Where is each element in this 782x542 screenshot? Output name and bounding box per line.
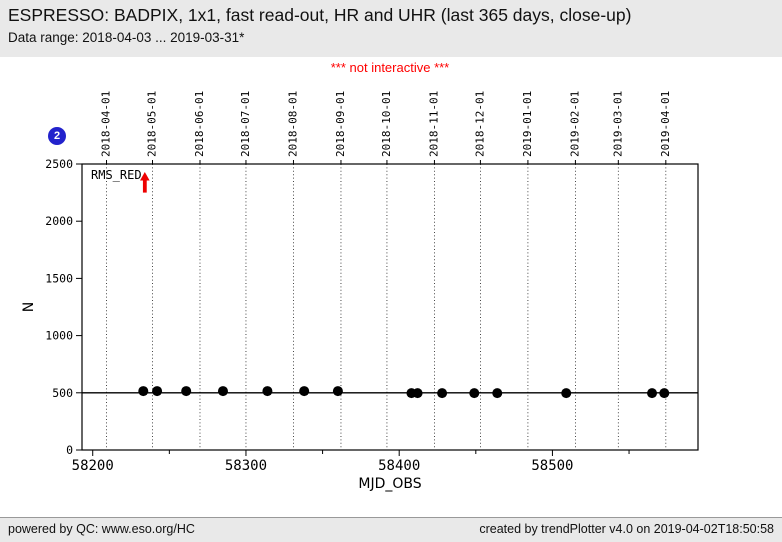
data-point [437, 388, 448, 399]
data-point [152, 386, 163, 397]
not-interactive-banner: *** not interactive *** [330, 60, 450, 75]
data-point [217, 386, 228, 397]
y-axis-title: N [21, 302, 37, 312]
y-tick-label: 1500 [45, 271, 73, 285]
top-axis-date-label: 2018-08-01 [286, 91, 299, 157]
top-axis-date-label: 2018-12-01 [473, 91, 486, 157]
top-axis-date-label: 2018-05-01 [145, 91, 158, 157]
data-point [138, 386, 149, 397]
x-tick-label: 58500 [531, 458, 573, 474]
data-point [181, 386, 192, 397]
top-axis-date-label: 2018-04-01 [100, 91, 113, 157]
y-tick-label: 2500 [45, 157, 73, 171]
top-axis-date-label: 2019-03-01 [611, 91, 624, 157]
x-tick-label: 58300 [225, 458, 267, 474]
top-axis-date-label: 2019-01-01 [521, 91, 534, 157]
data-point [412, 388, 423, 399]
data-point [469, 388, 480, 399]
data-point [332, 386, 343, 397]
trend-chart: 2018-04-01 2018-05-01 2018-06-01 2018-07-01… [21, 91, 699, 492]
page-title: ESPRESSO: BADPIX, 1x1, fast read-out, HR… [8, 5, 632, 25]
top-axis-date-label: 2018-06-01 [193, 91, 206, 157]
y-tick-label: 0 [66, 443, 73, 457]
top-axis-date-label: 2018-11-01 [427, 91, 440, 157]
y-tick-label: 2000 [45, 214, 73, 228]
data-point [561, 388, 572, 399]
top-axis-date-label: 2018-10-01 [380, 91, 393, 157]
data-range-subtitle: Data range: 2018-04-03 ... 2019-03-31* [8, 29, 245, 45]
top-axis-date-label: 2018-09-01 [334, 91, 347, 157]
data-point [647, 388, 658, 399]
y-tick-label: 500 [52, 386, 73, 400]
data-point [262, 386, 273, 397]
plot-number-badge[interactable]: 2 [48, 127, 66, 145]
x-axis-title: MJD_OBS [358, 476, 421, 492]
annotation-label: RMS_RED [91, 168, 142, 182]
data-point [299, 386, 310, 397]
footer-bar: powered by QC: www.eso.org/HC created by… [0, 517, 782, 542]
top-axis-date-label: 2019-02-01 [568, 91, 581, 157]
plot-border [81, 163, 699, 451]
annotation-arrow-head [140, 172, 150, 181]
data-point [659, 388, 670, 399]
y-tick-label: 1000 [45, 329, 73, 343]
report-header: ESPRESSO: BADPIX, 1x1, fast read-out, HR… [0, 0, 782, 57]
footer-powered-by: powered by QC: www.eso.org/HC [8, 522, 195, 536]
top-axis-date-label: 2018-07-01 [239, 91, 252, 157]
top-axis-date-label: 2019-04-01 [659, 91, 672, 157]
footer-created-by: created by trendPlotter v4.0 on 2019-04-… [479, 522, 774, 536]
x-tick-label: 58200 [72, 458, 114, 474]
annotation-arrow-shaft [142, 179, 147, 193]
x-tick-label: 58400 [378, 458, 420, 474]
data-point [492, 388, 503, 399]
